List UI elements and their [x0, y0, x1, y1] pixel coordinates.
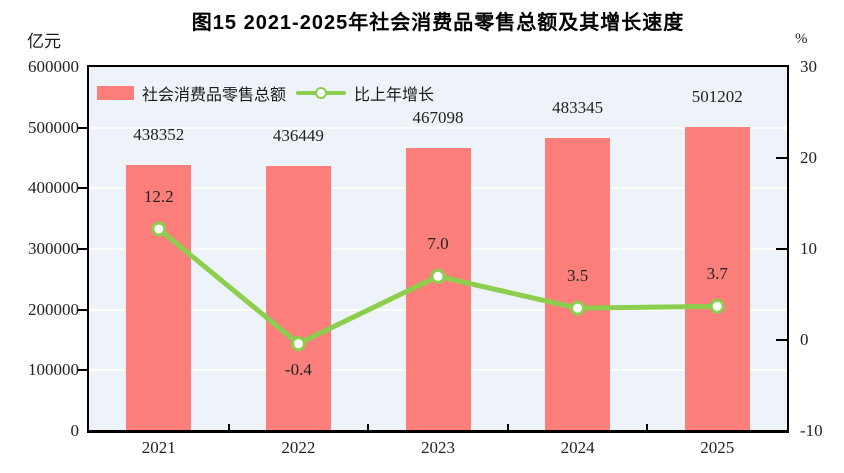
bar-value-label-2024: 483345 [552, 97, 604, 117]
right-axis-tick [776, 248, 787, 250]
plot-area: 438352 436449 467098 483345 501202 12.2 -0.4 7.… [89, 67, 787, 431]
bar-series-swatch [97, 86, 134, 100]
growth-point-2021 [151, 221, 167, 237]
right-axis-tick-label: 20 [800, 148, 817, 167]
bar-value-label-2025: 501202 [691, 86, 743, 106]
growth-value-label-2025: 3.7 [706, 264, 728, 284]
right-axis-tick-label: 30 [800, 57, 817, 76]
left-axis-tick-label: 500000 [28, 117, 79, 137]
bar-value-label-2021: 438352 [133, 125, 185, 145]
gridline [89, 126, 787, 129]
bar-value-label-2023: 467098 [412, 107, 464, 127]
growth-value-label-2024: 3.5 [566, 266, 589, 286]
left-axis-tick-label: 0 [70, 421, 80, 440]
x-axis-tick [506, 424, 509, 431]
x-axis-tick [367, 424, 370, 431]
left-axis-tick-label: 200000 [28, 299, 79, 319]
growth-value-label-2022: -0.4 [284, 359, 312, 379]
legend-label-growth: 比上年增长 [354, 87, 435, 104]
left-axis-unit-label: 亿元 [27, 32, 61, 51]
x-axis-label-2022: 2022 [281, 438, 316, 457]
right-axis-tick [776, 157, 787, 159]
line-series-swatch [296, 86, 347, 100]
x-axis-label-2023: 2023 [421, 438, 455, 457]
x-axis-label-2025: 2025 [700, 438, 735, 457]
legend-item-growth: 比上年增长 [296, 81, 434, 105]
x-axis-label-2021: 2021 [141, 438, 176, 457]
left-axis-tick-label: 100000 [28, 360, 79, 380]
growth-value-label-2021: 12.2 [143, 186, 174, 206]
growth-point-2022 [290, 336, 306, 352]
left-axis-tick [78, 187, 87, 190]
x-axis-tick [227, 424, 230, 431]
x-axis-tick [646, 424, 649, 431]
line-swatch-marker-icon [315, 87, 328, 99]
left-axis-tick-label: 400000 [28, 178, 79, 198]
right-axis-unit-label: % [795, 31, 808, 47]
bar-2021 [126, 165, 192, 431]
right-axis-tick-label: 0 [800, 330, 809, 349]
bar-value-label-2022: 436449 [272, 126, 324, 146]
chart-title: 图15 2021-2025年社会消费品零售总额及其增长速度 [191, 12, 685, 34]
right-axis-tick-label: 10 [800, 239, 817, 258]
legend-label-retail-total: 社会消费品零售总额 [142, 87, 287, 104]
legend-item-retail-total: 社会消费品零售总额 [97, 81, 286, 105]
x-axis-label-2024: 2024 [560, 438, 595, 457]
growth-point-2025 [709, 298, 725, 314]
growth-point-2023 [430, 268, 446, 284]
growth-value-label-2023: 7.0 [427, 234, 449, 254]
bar-2022 [265, 166, 331, 431]
left-axis-tick [78, 369, 87, 372]
legend: 社会消费品零售总额 比上年增长 [97, 81, 434, 105]
growth-line [151, 221, 725, 352]
bar-2024 [545, 137, 611, 431]
growth-point-2024 [570, 300, 586, 316]
bar-2025 [684, 126, 750, 431]
left-axis-tick [78, 308, 87, 311]
left-axis-tick-label: 600000 [28, 57, 79, 76]
left-axis-tick [78, 248, 87, 250]
right-axis-tick [776, 339, 787, 341]
right-axis-tick-label: -10 [800, 421, 823, 440]
left-axis-tick [78, 126, 87, 129]
left-axis-tick-label: 300000 [28, 239, 79, 258]
